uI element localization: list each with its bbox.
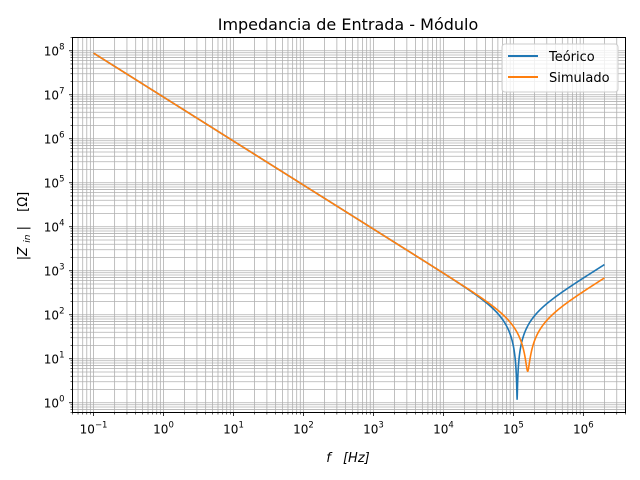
ticks: 10−1 100 101 102 103 104 105 106 100 101 102 103 104… (44, 37, 626, 437)
legend-label-teorico: Teórico (548, 50, 595, 65)
y-axis-label-end: | (16, 226, 31, 230)
legend: Teórico Simulado (501, 43, 619, 93)
x-tick-label: 100 (153, 421, 174, 437)
x-axis-label-unit: [Hz] (343, 451, 370, 466)
x-tick-label: 103 (363, 421, 384, 437)
x-tick-label: 101 (223, 421, 244, 437)
y-tick-label: 105 (44, 175, 65, 191)
legend-label-simulado: Simulado (549, 71, 610, 86)
x-tick-label: 105 (503, 421, 524, 437)
y-tick-label: 101 (44, 351, 65, 367)
y-tick-label: 100 (44, 395, 65, 411)
x-axis-label-main: f (326, 451, 333, 466)
x-tick-label: 102 (293, 421, 314, 437)
plot-frame (72, 37, 626, 413)
y-tick-label: 103 (44, 263, 65, 279)
x-tick-label: 104 (433, 421, 454, 437)
x-tick-label: 106 (573, 421, 594, 437)
y-axis-label-main: |Z (16, 246, 31, 260)
y-tick-label: 102 (44, 307, 65, 323)
series-line-simulado (93, 52, 605, 373)
y-tick-label: 108 (44, 43, 65, 59)
y-axis-label-unit: [Ω] (16, 192, 31, 212)
y-tick-label: 107 (44, 87, 65, 103)
y-axis-label-sub: in (23, 234, 33, 243)
x-tick-label: 10−1 (80, 421, 108, 437)
chart-title: Impedancia de Entrada - Módulo (218, 15, 479, 34)
y-tick-label: 104 (44, 219, 65, 235)
y-tick-label: 106 (44, 131, 65, 147)
y-axis-label: |Z in | [Ω] (16, 192, 34, 260)
x-axis-label: f [Hz] (326, 451, 369, 466)
series-layer (93, 52, 605, 401)
